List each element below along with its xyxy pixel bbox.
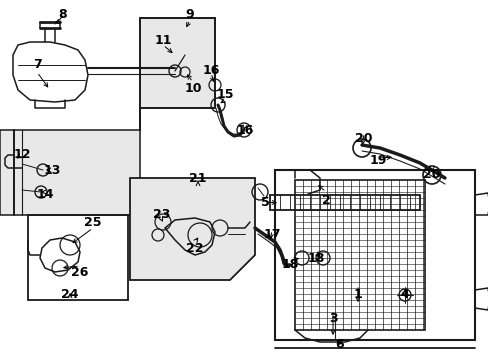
Text: 19: 19 (368, 153, 386, 166)
Text: 9: 9 (185, 8, 194, 21)
Text: 5: 5 (260, 195, 269, 208)
Text: 2: 2 (321, 194, 330, 207)
Text: 4: 4 (400, 288, 408, 302)
Text: 12: 12 (13, 148, 31, 162)
Text: 1: 1 (353, 288, 362, 302)
Text: 17: 17 (263, 229, 280, 242)
Text: 21: 21 (189, 171, 206, 184)
Text: 22: 22 (186, 242, 203, 255)
Text: 20: 20 (354, 131, 372, 144)
Text: 26: 26 (71, 266, 88, 279)
Text: 16: 16 (202, 63, 219, 77)
Text: 16: 16 (236, 123, 253, 136)
Text: 18: 18 (281, 258, 298, 271)
Text: 7: 7 (33, 58, 41, 72)
Text: 10: 10 (184, 81, 202, 94)
Text: 25: 25 (84, 216, 102, 229)
Text: 8: 8 (59, 8, 67, 21)
Text: 14: 14 (36, 189, 54, 202)
Text: 20: 20 (423, 168, 440, 181)
Text: 15: 15 (216, 89, 233, 102)
Text: 6: 6 (335, 338, 344, 351)
Text: 3: 3 (328, 311, 337, 324)
Text: 24: 24 (61, 288, 79, 302)
Polygon shape (130, 178, 254, 280)
Text: 11: 11 (154, 33, 171, 46)
Text: 23: 23 (153, 208, 170, 221)
Polygon shape (0, 18, 215, 215)
Text: 18: 18 (306, 252, 324, 265)
Text: 13: 13 (43, 163, 61, 176)
